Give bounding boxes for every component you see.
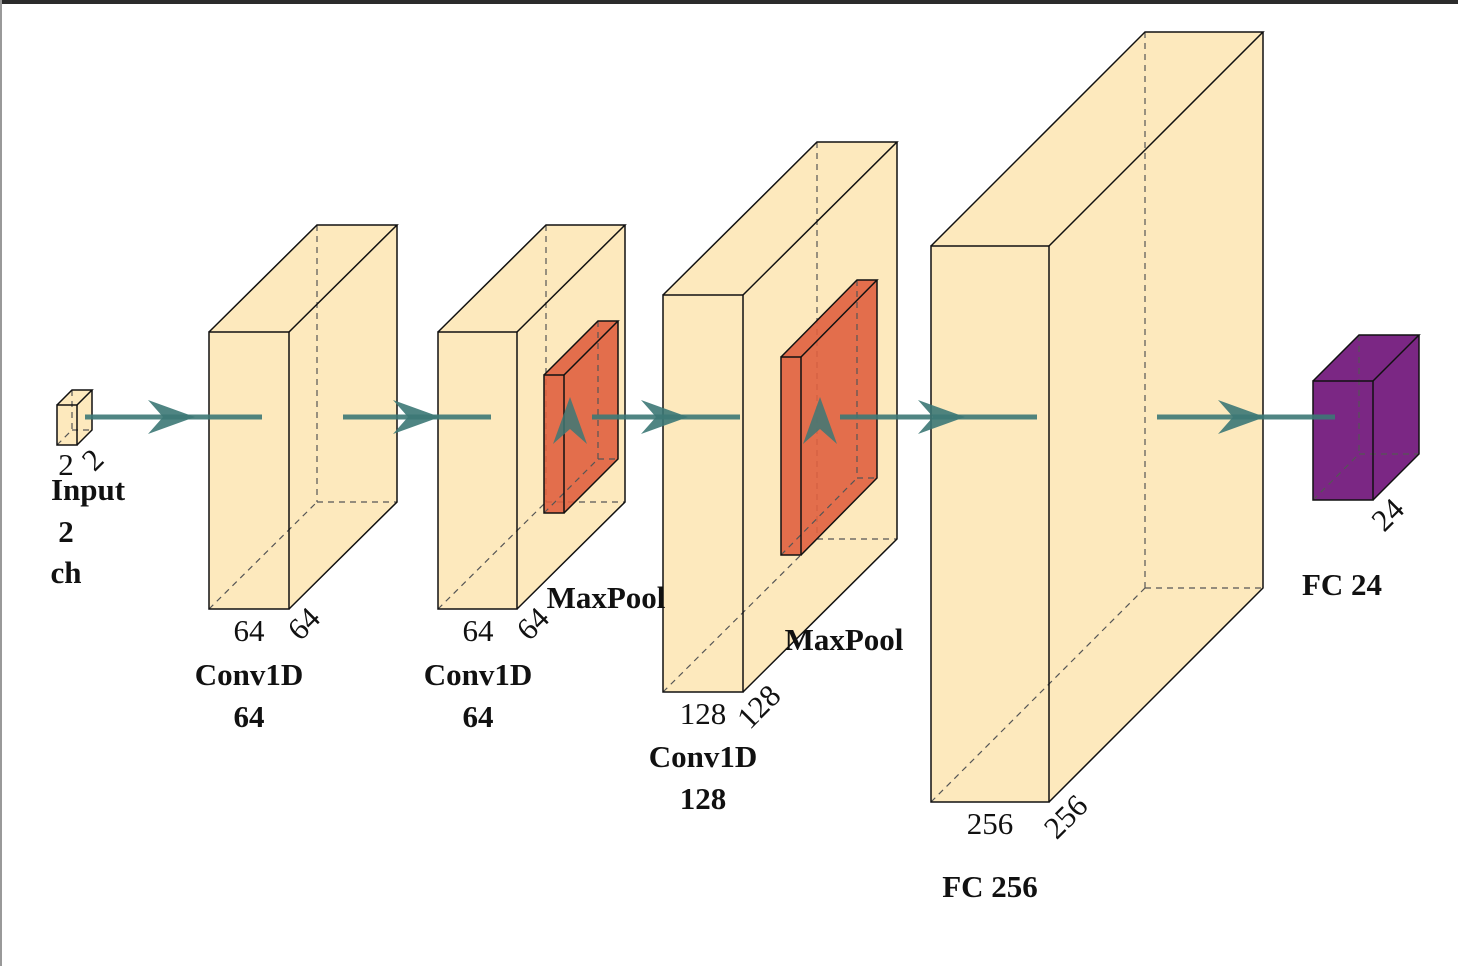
right-edge [76,390,93,446]
top-edge [543,320,620,376]
layer-box [437,224,627,610]
right-edge [1048,32,1264,803]
box-fill [663,142,897,692]
top-edge [437,224,627,333]
layers [56,31,1421,803]
top-edge [662,141,899,296]
hidden-edge [543,458,599,514]
layer-label: 128 [680,781,727,816]
dim-label: 64 [234,613,266,648]
layer-label: MaxPool [547,580,666,615]
front-face [56,404,78,446]
right-edge [1372,335,1420,501]
front-face [662,294,744,693]
arrow-head [1218,400,1265,434]
top-edge [208,224,399,333]
right-edge [516,225,626,610]
front-face [437,331,518,610]
layer-label: Conv1D [195,657,304,692]
top-edge [930,31,1265,247]
box-fill [57,390,92,445]
box-fill [209,225,397,609]
right-edge [742,142,898,693]
hidden-edge [662,538,818,693]
layer-box [208,224,399,610]
top-edge [1312,334,1421,382]
layer-box [1312,334,1421,501]
hidden-edge [780,477,858,556]
top-edge [780,279,879,358]
right-edge [288,225,398,610]
layer-label: ch [51,555,82,590]
layer-label: Conv1D [649,739,758,774]
arrows [85,397,1335,444]
front-face [208,331,290,610]
dim-label: 128 [680,696,727,731]
box-fill [931,32,1263,802]
front-face [543,374,565,514]
dim-label: 256 [967,806,1014,841]
layer-label: Conv1D [424,657,533,692]
layer-label: 64 [463,699,494,734]
hidden-edge [208,501,318,610]
hidden-edge [56,429,73,446]
arrow-head [641,400,688,434]
front-face [930,245,1050,803]
layer-label: FC 24 [1302,567,1382,602]
front-face [780,356,802,556]
dim-label: 64 [463,613,495,648]
arrow-head [148,400,195,434]
box-fill [544,321,618,513]
arrow-head [393,400,440,434]
layer-label: FC 256 [942,869,1038,904]
hidden-edge [437,501,547,610]
dim-label: 2 [58,447,74,482]
layer-label: Input [51,472,126,507]
front-face [1312,380,1374,501]
layer-box [56,389,94,446]
layer-label: 2 [58,514,74,549]
box-fill [438,225,625,609]
top-border [0,0,1458,4]
box-fill [781,280,877,555]
top-edge [56,389,94,406]
arrow-head [553,397,587,444]
layer-label: MaxPool [785,622,904,657]
layer-box [543,320,620,514]
layer-label: 64 [234,699,265,734]
left-border [0,0,2,966]
arrow-head [803,397,837,444]
box-fill [1313,335,1419,500]
right-edge [563,321,619,514]
arrow-head [918,400,965,434]
layer-box [780,279,879,556]
right-edge [800,280,878,556]
layer-box [930,31,1265,803]
